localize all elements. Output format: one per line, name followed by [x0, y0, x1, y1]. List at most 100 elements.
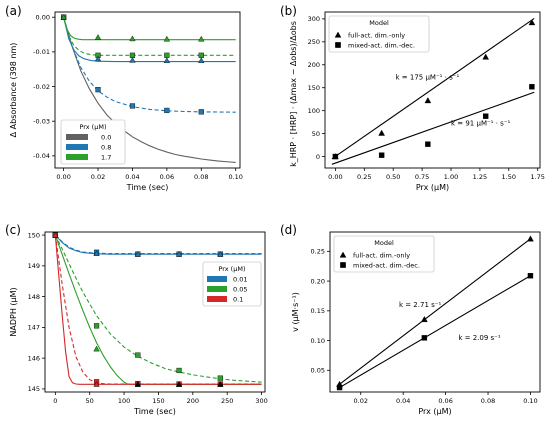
panel-b: (b) 0.00 0.25 0.50 0.75 1.00 1.25 1.50 1.75 0 50 10…: [280, 4, 545, 192]
legend-entry: 1.7: [101, 153, 111, 161]
x-tick-label: 0.06: [160, 173, 174, 181]
legend-entry: 0.05: [233, 285, 247, 293]
legend-swatch: [66, 144, 88, 150]
y-tick-label: 300: [308, 15, 320, 23]
panel-label: (b): [280, 4, 297, 18]
legend-swatch: [207, 286, 227, 292]
x-tick-label: 0.06: [438, 397, 452, 405]
fit-annotation: k = 91 μM⁻¹ · s⁻¹: [451, 119, 511, 127]
x-tick-label: 0.00: [56, 173, 70, 181]
legend-entry: full-act. dim.-only: [353, 251, 410, 259]
data-point-square: [198, 52, 204, 58]
legend-entry: 0.01: [233, 275, 247, 283]
data-point-triangle: [93, 250, 100, 256]
y-tick-label: 149: [28, 262, 40, 270]
legend-entry: 0.1: [233, 295, 243, 303]
series-line: [63, 17, 236, 163]
legend-entry: 0.0: [101, 133, 111, 141]
legend-title: Model: [369, 19, 389, 27]
legend-box: [60, 119, 126, 165]
fit-line: [339, 238, 531, 385]
data-point-triangle: [163, 57, 171, 63]
x-tick-label: 0.10: [523, 397, 537, 405]
y-tick-label: 147: [28, 324, 40, 332]
fit-line: [339, 275, 531, 389]
legend-entry: 0.8: [101, 143, 111, 151]
data-point-square: [164, 52, 170, 58]
legend-title: Prx (μM): [218, 265, 245, 273]
y-tick-label: 146: [28, 354, 40, 362]
data-point-square: [336, 384, 343, 391]
fit-annotation: k = 2.09 s⁻¹: [458, 334, 501, 342]
data-point-triangle: [198, 35, 205, 42]
y-tick-label: 0.20: [311, 277, 325, 285]
x-tick-label: 100: [118, 397, 130, 405]
fit-line: [331, 17, 535, 160]
data-point-square: [527, 273, 534, 279]
series-line: [54, 235, 262, 385]
legend-title: Prx (μM): [79, 123, 106, 131]
y-tick-label: -0.02: [33, 83, 50, 91]
legend: Prx (μM) 0.01 0.05 0.1: [202, 261, 262, 307]
panel-d: (d) 0.02 0.04 0.06 0.08 0.10 0.05 0.10 0.15 0.20 0…: [280, 223, 541, 416]
x-tick-label: 1.00: [444, 173, 458, 181]
legend: Model full-act. dim.-only mixed-act. dim.-…: [328, 15, 430, 53]
x-tick-label: 0.50: [386, 173, 400, 181]
legend-marker-triangle: [339, 251, 347, 258]
data-point-square: [176, 367, 182, 374]
x-tick-label: 250: [221, 397, 233, 405]
legend-swatch: [207, 296, 227, 302]
y-tick-label: -0.04: [33, 152, 50, 160]
y-tick-label: 100: [308, 107, 320, 115]
x-axis-label: Time (sec): [133, 407, 176, 416]
data-point-triangle: [175, 250, 183, 257]
y-tick-label: 0.25: [311, 248, 325, 256]
series-line-dashed: [54, 234, 262, 255]
x-tick-label: 0.04: [125, 173, 139, 181]
x-tick-label: 150: [152, 397, 164, 405]
legend-marker-triangle: [334, 31, 342, 38]
y-tick-label: 145: [28, 385, 40, 393]
series-line-dashed: [54, 235, 262, 385]
data-point-triangle: [94, 34, 102, 40]
data-point-square: [332, 153, 339, 160]
y-tick-label: 150: [28, 231, 40, 239]
y-tick-label: -0.01: [33, 48, 50, 56]
plot-frame: [44, 231, 266, 393]
x-tick-label: 0.04: [396, 397, 410, 405]
legend-marker-square: [340, 262, 346, 268]
x-tick-label: 50: [86, 397, 94, 405]
data-point-triangle: [527, 235, 534, 242]
data-point-triangle: [129, 35, 136, 42]
data-point-triangle: [129, 56, 136, 63]
x-tick-label: 200: [187, 397, 199, 405]
data-point-triangle: [94, 55, 102, 62]
panel-a: (a) 0.00 0.02 0.04 0.06 0.08 0.10 0.00 -0.01 -0.0…: [5, 4, 243, 192]
data-point-triangle: [378, 129, 385, 136]
y-tick-label: 148: [28, 293, 40, 301]
series-line-dashed: [63, 17, 236, 113]
data-point-triangle: [134, 250, 141, 257]
data-point-triangle: [217, 250, 224, 257]
data-point-triangle: [217, 381, 224, 387]
x-tick-label: 0.25: [357, 173, 371, 181]
data-point-triangle: [198, 57, 205, 63]
data-point-square: [217, 375, 223, 381]
y-tick-label: 200: [308, 61, 320, 69]
series-line-dashed: [54, 234, 262, 383]
y-axis-label: k_HRP · [HRP] · (Δmax − Δobs)/Δobs: [289, 21, 298, 167]
legend: Model full-act. dim.-only mixed-act. dim.-…: [333, 235, 435, 273]
series-line: [54, 234, 262, 385]
legend: Prx (μM) 0.0 0.8 1.7: [60, 119, 126, 165]
data-point-triangle: [93, 381, 100, 387]
data-point-triangle: [424, 97, 432, 104]
legend-entry: mixed-act. dim.-dec.: [353, 261, 420, 269]
panel-label: (a): [5, 4, 22, 18]
x-tick-label: 0.08: [481, 397, 495, 405]
panel-c: (c) 0 50 100 150 200 250 300 145 146 147 148 149 150 T…: [5, 223, 268, 416]
data-point-square: [93, 323, 100, 329]
y-tick-label: 0: [316, 153, 320, 161]
y-axis-label: v (μM·s⁻¹): [291, 292, 300, 332]
data-point-square: [95, 87, 101, 93]
